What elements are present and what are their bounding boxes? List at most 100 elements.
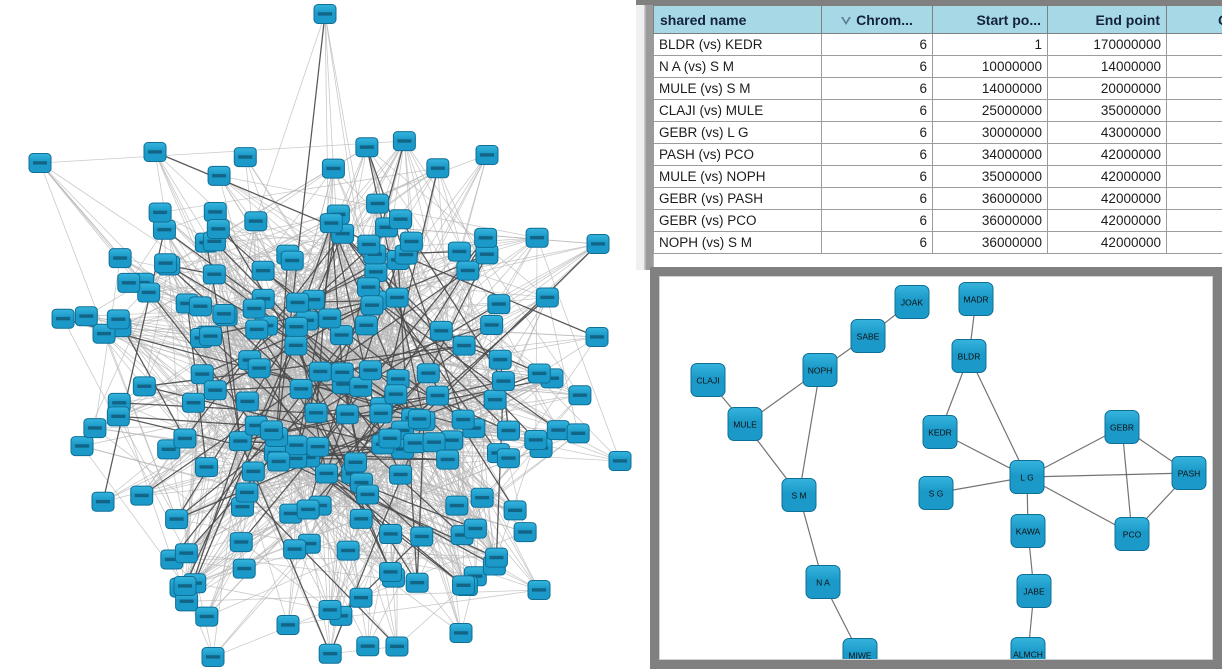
- graph-node-label: [134, 493, 149, 498]
- graph-node-shape[interactable]: [1010, 514, 1046, 548]
- table-body[interactable]: BLDR (vs) KEDR61170000000192.0N A (vs) S…: [653, 33, 1222, 254]
- graph-node-shape[interactable]: [894, 285, 930, 319]
- graph-node-shape[interactable]: [781, 478, 817, 512]
- table-row[interactable]: NOPH (vs) S M636000000420000009.9: [653, 231, 1222, 254]
- graph-node-label: [252, 366, 267, 370]
- column-header-genetic[interactable]: Genetic...: [1166, 5, 1222, 34]
- graph-node-shape[interactable]: [690, 363, 726, 397]
- graph-edge: [256, 329, 391, 439]
- cell-end_point: 42000000: [1047, 187, 1167, 210]
- graph-node[interactable]: BLDR: [951, 339, 987, 373]
- cell-end_point: 42000000: [1047, 143, 1167, 166]
- graph-node-shape[interactable]: [842, 638, 878, 661]
- graph-node-label: [247, 306, 262, 311]
- table-row[interactable]: N A (vs) S M610000000140000006.6: [653, 55, 1222, 78]
- graph-node[interactable]: MIWE: [842, 638, 878, 661]
- graph-node[interactable]: L G: [1009, 460, 1045, 494]
- table-row[interactable]: MULE (vs) NOPH6350000004200000010.5: [653, 165, 1222, 188]
- column-header-end-point[interactable]: End point: [1047, 5, 1167, 34]
- column-header-shared-name[interactable]: shared name: [653, 5, 822, 34]
- graph-node-label: [613, 459, 627, 463]
- graph-node[interactable]: MADR: [958, 282, 994, 316]
- graph-node-label: [306, 297, 321, 302]
- graph-node[interactable]: PCO: [1114, 517, 1150, 551]
- graph-node-label: MULE: [733, 420, 757, 430]
- graph-node-label: [532, 588, 546, 592]
- graph-node-shape[interactable]: [805, 565, 841, 599]
- graph-node[interactable]: SABE: [850, 319, 886, 353]
- graph-node-label: [148, 150, 162, 154]
- graph-node-label: [353, 385, 368, 389]
- graph-node-shape[interactable]: [1016, 574, 1052, 608]
- graph-node[interactable]: ALMCH: [1010, 637, 1046, 661]
- graph-node-label: [410, 580, 425, 585]
- graph-node[interactable]: CLAJI: [690, 363, 726, 397]
- data-table-panel[interactable]: shared name Chrom... Start po... End poi…: [636, 0, 1222, 270]
- graph-node-shape[interactable]: [922, 415, 958, 449]
- graph-edge: [171, 557, 497, 560]
- graph-node-label: [87, 426, 102, 430]
- graph-node-label: [216, 312, 231, 316]
- graph-node[interactable]: JABE: [1016, 574, 1052, 608]
- graph-node[interactable]: KAWA: [1010, 514, 1046, 548]
- graph-node-shape[interactable]: [1009, 460, 1045, 494]
- main-network-nodes[interactable]: [28, 4, 632, 667]
- graph-node[interactable]: MULE: [727, 407, 763, 441]
- graph-node-label: [240, 399, 255, 404]
- table-row[interactable]: GEBR (vs) PASH636000000420000008.9: [653, 187, 1222, 210]
- graph-node-label: [444, 438, 459, 442]
- graph-node-label: [195, 372, 210, 376]
- graph-node[interactable]: S M: [781, 478, 817, 512]
- cell-end_point: 42000000: [1047, 165, 1167, 188]
- graph-node-shape[interactable]: [850, 319, 886, 353]
- graph-node[interactable]: S G: [918, 476, 954, 510]
- graph-node-shape[interactable]: [951, 339, 987, 373]
- network-edge-table[interactable]: shared name Chrom... Start po... End poi…: [653, 5, 1222, 254]
- graph-node-label: [478, 236, 493, 240]
- graph-node-label: [169, 517, 184, 521]
- graph-node-label: [460, 268, 475, 273]
- main-network-graph[interactable]: [0, 0, 648, 669]
- graph-node-label: [430, 166, 445, 170]
- column-header-chromosome-label: Chrom...: [856, 11, 913, 28]
- graph-node[interactable]: GEBR: [1104, 410, 1140, 444]
- graph-node-label: [137, 384, 152, 388]
- graph-node-label: [491, 302, 506, 306]
- sub-network-viewport[interactable]: CLAJI MULE NOPH SABE JOAK S M N A MIWE MADR BLDR K…: [659, 276, 1213, 660]
- graph-node-shape[interactable]: [1171, 456, 1207, 490]
- graph-node-label: [207, 239, 222, 243]
- graph-node-shape[interactable]: [1104, 410, 1140, 444]
- graph-node-shape[interactable]: [1010, 637, 1046, 661]
- table-row[interactable]: GEBR (vs) L G6300000004300000016.9: [653, 121, 1222, 144]
- sub-network-nodes[interactable]: CLAJI MULE NOPH SABE JOAK S M N A MIWE MADR BLDR K…: [690, 282, 1207, 661]
- graph-node-shape[interactable]: [958, 282, 994, 316]
- graph-node-label: [75, 444, 90, 448]
- table-scrollbar-thumb[interactable]: [646, 5, 653, 270]
- cell-genetic: 9.9: [1166, 231, 1222, 254]
- table-row[interactable]: BLDR (vs) KEDR61170000000192.0: [653, 33, 1222, 56]
- table-row[interactable]: MULE (vs) S M614000000200000007.5: [653, 77, 1222, 100]
- graph-node-label: [393, 217, 408, 221]
- table-row[interactable]: GEBR (vs) PCO636000000420000008.4: [653, 209, 1222, 232]
- column-header-start-point[interactable]: Start po...: [932, 5, 1048, 34]
- graph-node-label: [239, 490, 254, 495]
- graph-node[interactable]: PASH: [1171, 456, 1207, 490]
- graph-node-shape[interactable]: [802, 353, 838, 387]
- table-row[interactable]: PASH (vs) PCO6340000004200000011.4: [653, 143, 1222, 166]
- graph-node[interactable]: KEDR: [922, 415, 958, 449]
- graph-node[interactable]: JOAK: [894, 285, 930, 319]
- cell-chromosome: 6: [821, 33, 933, 56]
- column-header-chromosome[interactable]: Chrom...: [821, 5, 933, 34]
- sub-network-canvas[interactable]: CLAJI MULE NOPH SABE JOAK S M N A MIWE MADR BLDR K…: [660, 277, 1213, 660]
- graph-node-label: [364, 303, 379, 307]
- cell-genetic: 16.9: [1166, 121, 1222, 144]
- graph-node-shape[interactable]: [918, 476, 954, 510]
- graph-node-shape[interactable]: [1114, 517, 1150, 551]
- cell-genetic: 7.5: [1166, 77, 1222, 100]
- graph-node-shape[interactable]: [727, 407, 763, 441]
- table-row[interactable]: CLAJI (vs) MULE625000000350000005.9: [653, 99, 1222, 122]
- graph-node[interactable]: N A: [805, 565, 841, 599]
- graph-node[interactable]: NOPH: [802, 353, 838, 387]
- sub-network-panel[interactable]: CLAJI MULE NOPH SABE JOAK S M N A MIWE MADR BLDR K…: [650, 267, 1222, 669]
- main-network-canvas[interactable]: [0, 0, 648, 669]
